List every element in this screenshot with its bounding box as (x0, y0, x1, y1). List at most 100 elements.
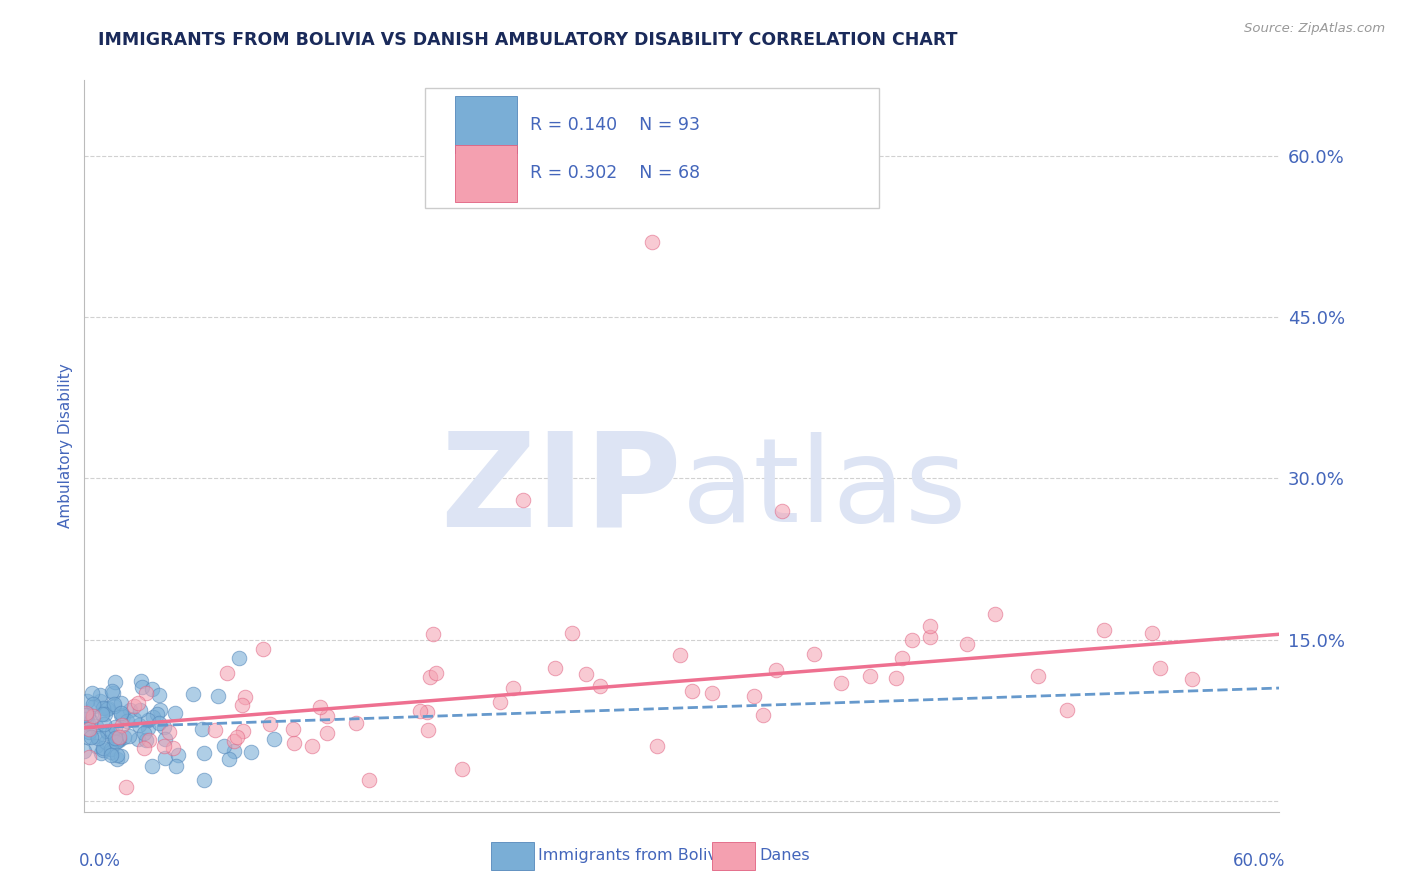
Point (218, 752, 240, 766)
Point (77, 715, 100, 730)
Point (128, 718, 150, 732)
Point (108, 731, 131, 746)
Point (135, 686, 157, 700)
Point (86, 729, 108, 743)
Point (80, 714, 103, 728)
Text: Immigrants from Bolivia: Immigrants from Bolivia (538, 848, 733, 863)
Point (830, 675, 852, 690)
Y-axis label: Ambulatory Disability: Ambulatory Disability (58, 364, 73, 528)
FancyBboxPatch shape (456, 145, 517, 202)
Point (105, 735, 128, 749)
Point (751, 708, 773, 723)
Point (918, 619, 941, 633)
Point (422, 627, 444, 641)
Point (107, 748, 129, 763)
Point (73, 743, 96, 757)
Point (110, 696, 132, 710)
Point (167, 748, 190, 763)
Point (111, 708, 134, 723)
Point (90, 747, 112, 761)
Point (104, 674, 127, 689)
Point (212, 739, 235, 753)
Point (141, 759, 163, 773)
Point (451, 762, 474, 776)
Point (1140, 626, 1163, 640)
Point (91, 743, 114, 757)
Point (984, 607, 1007, 621)
Point (240, 745, 263, 759)
Point (80, 686, 103, 700)
Point (114, 780, 136, 794)
Text: 60.0%: 60.0% (1233, 852, 1285, 870)
Point (89, 694, 111, 708)
Point (91, 706, 114, 721)
Point (148, 716, 170, 731)
Point (669, 648, 692, 662)
Point (153, 731, 176, 746)
Point (544, 661, 567, 675)
Point (80, 730, 103, 744)
Point (1056, 702, 1078, 716)
Point (859, 669, 882, 683)
Point (103, 736, 125, 750)
Point (101, 725, 124, 739)
Point (77, 730, 100, 744)
Point (86, 731, 108, 745)
Point (100, 745, 122, 759)
Point (77, 750, 100, 764)
Point (103, 699, 125, 714)
Point (104, 731, 127, 746)
Point (561, 626, 583, 640)
Point (110, 708, 132, 723)
Point (155, 751, 177, 765)
Point (101, 686, 124, 700)
Point (100, 683, 122, 698)
Point (86, 719, 108, 733)
Point (162, 741, 184, 756)
Point (193, 773, 215, 788)
Text: IMMIGRANTS FROM BOLIVIA VS DANISH AMBULATORY DISABILITY CORRELATION CHART: IMMIGRANTS FROM BOLIVIA VS DANISH AMBULA… (98, 31, 957, 49)
Point (920, 630, 942, 644)
Point (700, 685, 723, 699)
Point (94, 734, 117, 748)
Point (408, 704, 430, 718)
Point (82, 698, 104, 712)
FancyBboxPatch shape (711, 842, 755, 871)
Point (217, 666, 239, 681)
Point (75, 712, 97, 726)
Point (232, 723, 254, 738)
Point (157, 725, 180, 739)
Point (132, 726, 155, 740)
Point (512, 492, 534, 507)
Point (115, 714, 138, 729)
Point (283, 736, 305, 750)
Point (770, 503, 793, 517)
Point (104, 720, 127, 734)
Point (131, 681, 153, 695)
Point (83, 698, 105, 713)
Point (152, 720, 174, 734)
Point (316, 726, 339, 740)
Point (142, 709, 165, 723)
Point (79, 723, 101, 737)
Point (82, 708, 104, 723)
Point (1092, 624, 1115, 638)
Point (100, 748, 122, 763)
Point (135, 733, 157, 747)
Point (118, 729, 141, 743)
Point (259, 717, 281, 731)
Point (129, 703, 152, 717)
Point (956, 637, 979, 651)
Point (425, 666, 447, 681)
Point (153, 739, 176, 754)
Point (308, 699, 330, 714)
Point (222, 744, 245, 758)
Point (120, 703, 142, 717)
Point (765, 663, 787, 677)
Text: 0.0%: 0.0% (79, 852, 121, 870)
Point (107, 732, 129, 747)
Point (132, 740, 155, 755)
Point (93, 717, 115, 731)
Point (148, 688, 170, 702)
Point (163, 706, 186, 721)
